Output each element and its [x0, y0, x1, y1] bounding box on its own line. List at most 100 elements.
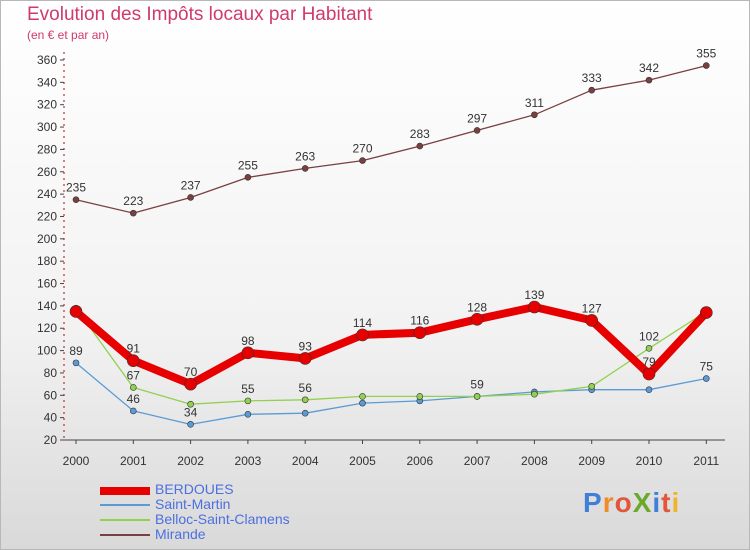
y-tick-label: 60: [44, 388, 58, 402]
data-point-belloc-saint-clamens: [359, 393, 366, 400]
logo-letter: r: [602, 487, 615, 518]
data-point-mirande: [130, 209, 137, 217]
data-point-mirande: [473, 127, 481, 134]
data-label-berdoues: 98: [241, 334, 255, 348]
data-label-mirande: 237: [181, 178, 201, 192]
series-line-belloc-saint-clamens: [75, 307, 707, 405]
x-tick-label: 2008: [521, 454, 548, 468]
data-point-belloc-saint-clamens: [244, 397, 252, 405]
series-line-mirande: [75, 64, 707, 214]
x-tick-label: 2000: [63, 454, 90, 468]
data-label-berdoues: 91: [127, 342, 141, 356]
data-label-belloc-saint-clamens: 102: [639, 329, 659, 343]
data-point-belloc-saint-clamens: [588, 383, 596, 390]
x-tick-label: 2004: [292, 454, 319, 468]
data-point-saint-martin: [72, 359, 80, 367]
chart-title: Evolution des Impôts locaux par Habitant: [27, 4, 373, 25]
legend-label-berdoues: BERDOUES: [155, 481, 234, 497]
y-tick-label: 120: [37, 321, 57, 335]
data-point-berdoues: [642, 367, 656, 381]
x-tick-label: 2009: [578, 454, 605, 468]
y-tick-label: 80: [44, 366, 58, 380]
data-point-berdoues: [413, 326, 427, 340]
data-label-mirande: 223: [123, 194, 143, 208]
y-tick-label: 260: [37, 165, 57, 179]
logo-letter: o: [614, 487, 633, 518]
data-point-mirande: [244, 174, 252, 181]
x-tick-label: 2001: [120, 454, 147, 468]
y-tick-label: 140: [37, 299, 57, 313]
y-tick-label: 40: [44, 411, 58, 425]
y-tick-label: 100: [37, 344, 57, 358]
data-label-mirande: 311: [525, 96, 544, 110]
series-line-berdoues: [73, 303, 710, 389]
data-point-mirande: [588, 86, 596, 94]
x-tick-label: 2005: [349, 454, 376, 468]
logo-letter: t: [661, 487, 672, 518]
y-tick-label: 320: [37, 98, 57, 112]
legend-label-mirande: Mirande: [155, 526, 206, 542]
y-tick-label: 300: [37, 120, 57, 134]
legend-swatch-berdoues: [100, 487, 150, 495]
y-tick-label: 240: [37, 187, 57, 201]
data-label-mirande: 235: [66, 181, 86, 195]
x-tick-label: 2006: [406, 454, 433, 468]
data-label-berdoues: 127: [582, 301, 602, 315]
data-label-mirande: 263: [295, 149, 315, 163]
data-point-berdoues: [298, 352, 312, 365]
y-tick-label: 220: [37, 209, 57, 223]
data-point-saint-martin: [359, 399, 366, 407]
data-label-berdoues: 114: [353, 316, 372, 330]
data-label-mirande: 333: [582, 71, 602, 85]
data-point-belloc-saint-clamens: [531, 390, 538, 398]
legend-swatch-mirande: [100, 534, 150, 536]
x-tick-label: 2003: [235, 454, 262, 468]
data-point-saint-martin: [187, 421, 194, 428]
data-point-mirande: [702, 62, 710, 69]
data-label-berdoues: 128: [467, 300, 487, 314]
x-tick-label: 2002: [177, 454, 204, 468]
data-point-belloc-saint-clamens: [645, 345, 653, 352]
data-point-belloc-saint-clamens: [187, 400, 194, 408]
data-point-mirande: [301, 165, 309, 172]
data-point-saint-martin: [244, 410, 252, 418]
x-tick-label: 2007: [464, 454, 491, 468]
data-label-belloc-saint-clamens: 56: [299, 381, 313, 395]
data-point-mirande: [645, 76, 653, 84]
data-label-belloc-saint-clamens: 55: [241, 382, 255, 396]
y-tick-label: 160: [37, 277, 57, 291]
y-tick-label: 360: [37, 53, 57, 67]
data-label-saint-martin: 46: [127, 392, 141, 406]
data-point-berdoues: [127, 354, 140, 367]
data-point-berdoues: [241, 346, 255, 360]
legend-label-belloc: Belloc-Saint-Clamens: [155, 511, 290, 527]
data-point-berdoues: [699, 306, 713, 319]
data-label-berdoues: 93: [299, 339, 313, 353]
data-label-berdoues: 116: [410, 314, 429, 328]
proxiti-logo: ProXiti: [583, 487, 680, 519]
data-point-berdoues: [585, 314, 599, 327]
data-point-mirande: [416, 142, 424, 150]
data-label-berdoues: 139: [524, 288, 544, 302]
data-label-mirande: 297: [467, 111, 487, 125]
chart-subtitle: (en € et par an): [27, 28, 110, 42]
data-label-mirande: 355: [696, 47, 716, 61]
logo-letter: i: [671, 487, 681, 518]
data-point-belloc-saint-clamens: [416, 393, 424, 400]
data-label-saint-martin: 75: [700, 360, 714, 374]
y-tick-label: 200: [37, 232, 57, 246]
x-tick-label: 2010: [636, 454, 663, 468]
data-point-belloc-saint-clamens: [130, 384, 137, 391]
data-label-saint-martin: 34: [184, 405, 198, 419]
data-point-belloc-saint-clamens: [473, 393, 481, 400]
data-point-saint-martin: [702, 375, 710, 382]
data-label-mirande: 255: [238, 158, 258, 172]
logo-letter: P: [583, 487, 603, 518]
data-point-berdoues: [184, 377, 197, 391]
logo-letter: i: [652, 487, 662, 518]
y-tick-label: 180: [37, 254, 57, 268]
data-label-belloc-saint-clamens: 67: [127, 368, 141, 382]
data-label-belloc-saint-clamens: 59: [470, 377, 484, 391]
